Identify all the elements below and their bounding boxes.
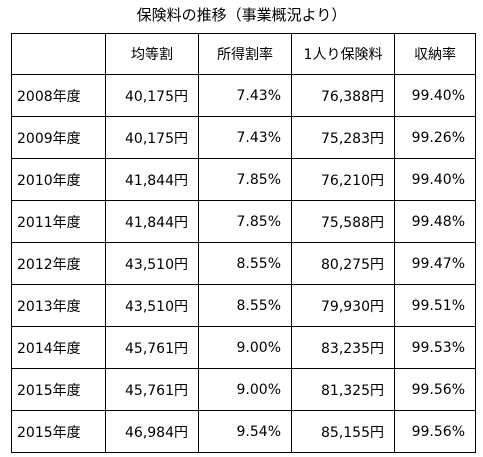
collection-rate-cell: 99.56% (394, 368, 476, 411)
collection-rate-cell: 99.40% (394, 158, 476, 201)
table-row: 2015年度 45,761円 9.00% 81,325円 99.56% (11, 368, 476, 411)
year-cell: 2015年度 (11, 368, 106, 411)
collection-rate-cell: 99.56% (394, 410, 476, 453)
year-cell: 2015年度 (11, 410, 106, 453)
income-rate-cell: 7.85% (198, 200, 292, 243)
collection-rate-cell: 99.26% (394, 116, 476, 159)
per-person-cell: 75,283円 (291, 116, 395, 159)
year-cell: 2014年度 (11, 326, 106, 369)
table-row: 2013年度 43,510円 8.55% 79,930円 99.51% (11, 284, 476, 327)
flat-rate-cell: 41,844円 (105, 158, 199, 201)
year-cell: 2013年度 (11, 284, 106, 327)
per-person-cell: 76,210円 (291, 158, 395, 201)
collection-rate-cell: 99.48% (394, 200, 476, 243)
flat-rate-cell: 43,510円 (105, 284, 199, 327)
per-person-cell: 80,275円 (291, 242, 395, 285)
table-row: 2009年度 40,175円 7.43% 75,283円 99.26% (11, 116, 476, 159)
header-per-person-premium: 1人り保険料 (291, 33, 395, 75)
per-person-cell: 83,235円 (291, 326, 395, 369)
header-collection-rate: 収納率 (394, 33, 476, 75)
header-income-rate: 所得割率 (198, 33, 292, 75)
income-rate-cell: 9.00% (198, 326, 292, 369)
table-body: 2008年度 40,175円 7.43% 76,388円 99.40% 2009… (11, 74, 476, 453)
flat-rate-cell: 45,761円 (105, 326, 199, 369)
table-row: 2010年度 41,844円 7.85% 76,210円 99.40% (11, 158, 476, 201)
table-header-row: 均等割 所得割率 1人り保険料 収納率 (11, 33, 476, 75)
header-flat-rate: 均等割 (105, 33, 199, 75)
year-cell: 2011年度 (11, 200, 106, 243)
insurance-premium-table: 均等割 所得割率 1人り保険料 収納率 2008年度 40,175円 7.43%… (11, 33, 476, 453)
table-row: 2015年度 46,984円 9.54% 85,155円 99.56% (11, 410, 476, 453)
table-row: 2014年度 45,761円 9.00% 83,235円 99.53% (11, 326, 476, 369)
per-person-cell: 76,388円 (291, 74, 395, 117)
flat-rate-cell: 45,761円 (105, 368, 199, 411)
collection-rate-cell: 99.40% (394, 74, 476, 117)
year-cell: 2010年度 (11, 158, 106, 201)
income-rate-cell: 8.55% (198, 284, 292, 327)
flat-rate-cell: 41,844円 (105, 200, 199, 243)
income-rate-cell: 9.54% (198, 410, 292, 453)
income-rate-cell: 7.43% (198, 74, 292, 117)
year-cell: 2012年度 (11, 242, 106, 285)
flat-rate-cell: 40,175円 (105, 116, 199, 159)
collection-rate-cell: 99.53% (394, 326, 476, 369)
per-person-cell: 75,588円 (291, 200, 395, 243)
flat-rate-cell: 43,510円 (105, 242, 199, 285)
per-person-cell: 85,155円 (291, 410, 395, 453)
year-cell: 2008年度 (11, 74, 106, 117)
table-row: 2008年度 40,175円 7.43% 76,388円 99.40% (11, 74, 476, 117)
income-rate-cell: 7.85% (198, 158, 292, 201)
income-rate-cell: 9.00% (198, 368, 292, 411)
table-row: 2011年度 41,844円 7.85% 75,588円 99.48% (11, 200, 476, 243)
header-blank (11, 33, 106, 75)
page-title: 保険料の推移（事業概況より） (136, 6, 347, 24)
table-row: 2012年度 43,510円 8.55% 80,275円 99.47% (11, 242, 476, 285)
income-rate-cell: 7.43% (198, 116, 292, 159)
flat-rate-cell: 40,175円 (105, 74, 199, 117)
per-person-cell: 81,325円 (291, 368, 395, 411)
collection-rate-cell: 99.51% (394, 284, 476, 327)
year-cell: 2009年度 (11, 116, 106, 159)
per-person-cell: 79,930円 (291, 284, 395, 327)
flat-rate-cell: 46,984円 (105, 410, 199, 453)
collection-rate-cell: 99.47% (394, 242, 476, 285)
income-rate-cell: 8.55% (198, 242, 292, 285)
